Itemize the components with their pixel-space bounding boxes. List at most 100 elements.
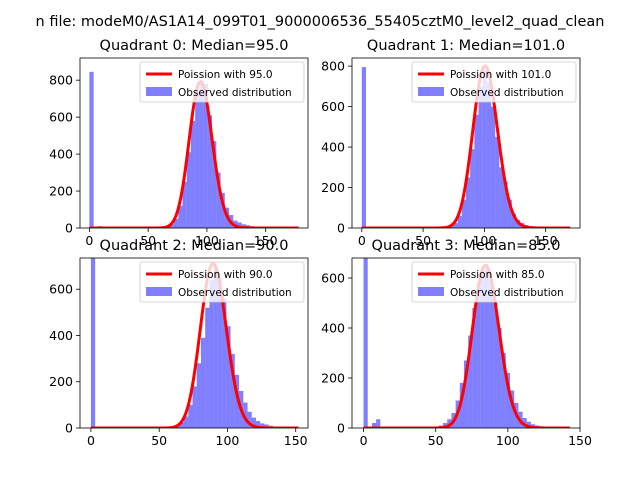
legend-swatch-observed (146, 87, 172, 96)
hist-bar (466, 177, 471, 228)
legend-label-observed: Observed distribution (178, 87, 292, 99)
hist-bar (476, 283, 481, 428)
legend-box (411, 261, 577, 303)
hist-bar (526, 421, 531, 428)
hist-bar (179, 422, 185, 428)
hist-bar (499, 167, 504, 228)
y-tick-label: 600 (321, 271, 345, 286)
hist-bar (463, 360, 469, 428)
hist-bar (361, 67, 366, 228)
hist-bar (190, 120, 196, 228)
hist-bar (505, 373, 511, 428)
hist-bar (247, 411, 252, 428)
legend: Poission with 85.0 Observed distribution (411, 261, 577, 303)
legend-label-poisson: Poission with 95.0 (178, 69, 273, 81)
hist-bar (90, 258, 96, 428)
legend-label-observed: Observed distribution (178, 287, 292, 299)
hist-bar (188, 404, 193, 428)
hist-bar (493, 303, 498, 428)
x-tick-label: 100 (472, 233, 496, 248)
y-tick-label: 0 (65, 421, 73, 436)
hist-bar (174, 218, 179, 228)
legend-swatch-observed (418, 87, 444, 96)
subplot-1: 0 50 100 150 0 200 400 600 800 Quadrant 1: Median… (321, 38, 581, 248)
axes-frame (79, 57, 309, 229)
hist-bar (484, 268, 490, 428)
x-tick-label: 0 (360, 433, 368, 448)
y-tick-label: 400 (49, 328, 73, 343)
y-tick-label: 200 (49, 374, 73, 389)
hist-bar (376, 419, 381, 428)
hist-bar (212, 141, 217, 228)
hist-bar (205, 307, 210, 428)
subplot-3: 0 50 100 150 0 200 400 600 Quadrant 3: Median=85… (321, 238, 592, 448)
x-tick-label: 150 (568, 433, 592, 448)
subplot-title: Quadrant 2: Median=90.0 (100, 238, 289, 254)
x-tick-label: 0 (358, 233, 366, 248)
axes-frame (351, 57, 581, 229)
legend-box (139, 261, 305, 303)
hist-bar (169, 224, 175, 228)
hist-bar (260, 423, 265, 428)
subplot-title: Quadrant 0: Median=95.0 (100, 38, 289, 54)
hist-bar (203, 83, 208, 228)
legend-label-observed: Observed distribution (450, 287, 564, 299)
hist-bar (222, 298, 227, 428)
x-tick-label: 150 (254, 233, 278, 248)
hist-bar (459, 383, 464, 428)
hist-bar (196, 363, 201, 428)
legend: Poission with 95.0 Observed distribution (139, 61, 305, 103)
hist-bar (470, 149, 475, 228)
hist-bar (486, 82, 492, 228)
y-tick-label: 600 (49, 282, 73, 297)
x-tick-label: 150 (284, 433, 308, 448)
y-tick-label: 200 (321, 180, 345, 195)
legend-box (139, 61, 305, 103)
hist-bar (186, 152, 191, 228)
hist-bar (178, 205, 183, 228)
hist-bar (209, 279, 214, 428)
hist-bar (511, 213, 517, 228)
hist-bar (255, 421, 261, 428)
subplot-title: Quadrant 3: Median=85.0 (372, 238, 561, 254)
legend-label-poisson: Poission with 101.0 (450, 69, 551, 81)
hist-bar (251, 417, 256, 428)
y-tick-label: 200 (321, 371, 345, 386)
poisson-curve (89, 80, 299, 228)
hist-bar (443, 423, 448, 428)
hist-bar (184, 416, 189, 428)
hist-bar (371, 423, 377, 428)
hist-bar (220, 192, 225, 228)
y-tick-label: 200 (49, 184, 73, 199)
plot-layer (89, 71, 301, 228)
hist-bar (195, 91, 200, 228)
hist-bar (207, 115, 213, 228)
hist-bar (501, 353, 506, 428)
legend-swatch-observed (418, 287, 444, 296)
y-tick-label: 800 (49, 73, 73, 88)
hist-bar (216, 172, 221, 228)
hist-bar (363, 258, 368, 428)
y-tick-label: 400 (49, 147, 73, 162)
hist-bar (217, 277, 223, 428)
axes-frame (351, 257, 581, 429)
y-tick-label: 400 (321, 140, 345, 155)
hist-bar (478, 86, 483, 228)
hist-bar (461, 199, 466, 228)
subplot-0: 0 50 100 150 0 200 400 600 800 Quadrant 0: Median… (49, 38, 309, 248)
x-tick-label: 150 (534, 233, 558, 248)
hist-bar (241, 224, 246, 228)
hist-bar (474, 114, 479, 228)
legend-swatch-observed (146, 287, 172, 296)
hist-bar (507, 199, 512, 228)
legend-box (411, 61, 577, 103)
hist-bar (497, 328, 502, 428)
y-tick-label: 600 (321, 99, 345, 114)
hist-bar (192, 386, 197, 428)
legend-label-observed: Observed distribution (450, 87, 564, 99)
x-tick-label: 100 (496, 433, 520, 448)
x-tick-label: 50 (151, 433, 167, 448)
x-tick-label: 100 (195, 233, 219, 248)
figure-suptitle: n file: modeM0/AS1A14_099T01_9000006536_… (36, 14, 605, 30)
